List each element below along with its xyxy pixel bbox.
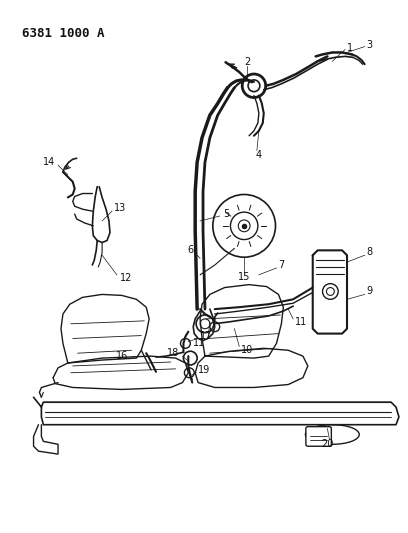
FancyBboxPatch shape: [306, 426, 331, 446]
Text: 9: 9: [367, 286, 373, 296]
Text: 3: 3: [367, 39, 373, 50]
Text: 14: 14: [43, 157, 55, 167]
Text: 6: 6: [187, 245, 193, 255]
Text: 8: 8: [367, 247, 373, 257]
Text: 19: 19: [198, 365, 211, 375]
Ellipse shape: [305, 425, 359, 445]
Text: 20: 20: [321, 439, 334, 449]
Text: 15: 15: [238, 272, 251, 282]
Text: 4: 4: [256, 150, 262, 160]
Text: 10: 10: [241, 345, 253, 356]
Text: 6381 1000 A: 6381 1000 A: [22, 27, 104, 40]
Text: 16: 16: [116, 351, 129, 361]
Text: 2: 2: [244, 57, 250, 67]
Text: 12: 12: [120, 273, 132, 283]
Text: 13: 13: [114, 203, 126, 213]
Text: 11: 11: [295, 317, 307, 327]
Text: 18: 18: [167, 348, 180, 358]
Text: 7: 7: [278, 260, 285, 270]
Text: 1: 1: [347, 43, 353, 53]
Text: 11: 11: [193, 338, 205, 349]
Text: 17: 17: [200, 330, 213, 341]
Text: 5: 5: [224, 209, 230, 219]
